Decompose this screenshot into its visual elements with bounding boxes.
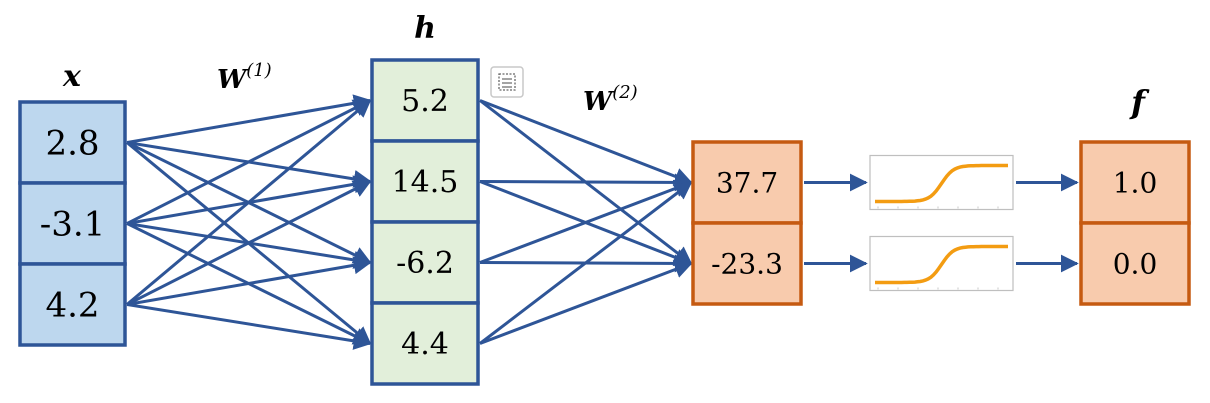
weight-label-w2-sup: (2) xyxy=(612,82,638,103)
output-pre-value-2: -23.3 xyxy=(711,247,783,280)
output-pre-node-1: 37.7 xyxy=(691,140,803,225)
weight-label-w1-sup: (1) xyxy=(246,60,272,81)
edge-h1-o1 xyxy=(479,99,693,186)
output-node-2: 0.0 xyxy=(1079,221,1191,306)
edge-x3-h4 xyxy=(126,303,372,350)
hidden-value-1: 5.2 xyxy=(401,84,449,119)
hidden-value-3: -6.2 xyxy=(396,246,454,281)
weight-label-w1: W(1) xyxy=(217,60,272,95)
hidden-value-2: 14.5 xyxy=(392,165,459,200)
output-pre-activation-layer: 37.7 -23.3 xyxy=(691,140,803,306)
sigmoid-curve-1 xyxy=(875,163,1008,204)
edge-x2-h1 xyxy=(126,99,372,225)
input-node-3: 4.2 xyxy=(18,262,127,347)
input-layer: 2.8 -3.1 4.2 xyxy=(18,100,127,347)
input-value-1: 2.8 xyxy=(45,123,99,163)
weight-label-w1-base: W xyxy=(217,65,249,95)
edge-x3-h2 xyxy=(126,180,372,306)
edge-x3-h3 xyxy=(126,256,372,306)
edge-h3-o1 xyxy=(479,179,693,264)
edge-h4-o1 xyxy=(479,181,693,345)
output-node-1: 1.0 xyxy=(1079,140,1191,225)
activation-layer xyxy=(869,154,1014,292)
input-value-3: 4.2 xyxy=(45,285,99,325)
input-layer-label: x xyxy=(62,59,82,94)
sigmoid-box-2 xyxy=(869,235,1014,292)
output-pre-value-1: 37.7 xyxy=(716,166,778,199)
edges-output-activation xyxy=(804,173,1079,273)
sigmoid-box-1 xyxy=(869,154,1014,211)
capture-icon[interactable] xyxy=(490,66,524,98)
hidden-node-2: 14.5 xyxy=(370,139,480,224)
hidden-node-3: -6.2 xyxy=(370,220,480,305)
edge-x1-h1 xyxy=(126,94,372,144)
input-node-1: 2.8 xyxy=(18,100,127,185)
hidden-node-1: 5.2 xyxy=(370,58,480,143)
input-value-2: -3.1 xyxy=(40,204,106,244)
edges-input-hidden xyxy=(126,94,372,350)
edge-x3-h1 xyxy=(126,99,372,306)
output-value-2: 0.0 xyxy=(1113,247,1158,280)
edge-h4-o2 xyxy=(479,260,693,345)
hidden-layer-label: h xyxy=(414,11,436,46)
output-pre-node-2: -23.3 xyxy=(691,221,803,306)
edge-h2-o1 xyxy=(479,173,693,192)
output-layer: 1.0 0.0 xyxy=(1079,140,1191,306)
weight-label-w2-base: W xyxy=(583,87,615,117)
hidden-node-4: 4.4 xyxy=(370,301,480,386)
output-value-1: 1.0 xyxy=(1113,166,1158,199)
input-node-2: -3.1 xyxy=(18,181,127,266)
edges-hidden-output xyxy=(479,99,693,345)
hidden-layer: 5.2 14.5 -6.2 4.4 xyxy=(370,58,480,386)
output-layer-label: f xyxy=(1129,83,1150,121)
sigmoid-curve-2 xyxy=(875,244,1008,285)
hidden-value-4: 4.4 xyxy=(401,327,449,362)
weight-label-w2: W(2) xyxy=(583,82,638,117)
